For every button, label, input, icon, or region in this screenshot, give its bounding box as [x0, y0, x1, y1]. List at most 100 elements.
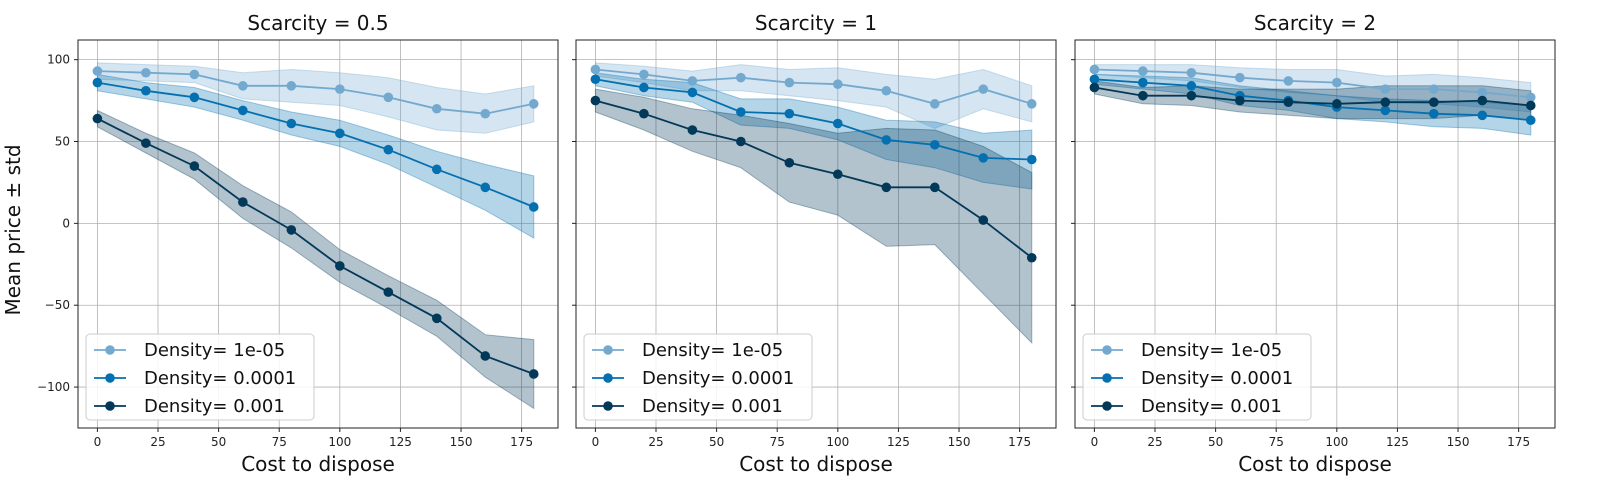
legend-marker: [105, 401, 115, 411]
axes-frame: [1074, 39, 1556, 429]
data-point: [1380, 97, 1391, 108]
legend-label: Density= 0.0001: [1141, 368, 1293, 389]
legend-label: Density= 0.001: [144, 396, 285, 417]
data-point: [736, 72, 746, 83]
x-tick-label: 175: [1507, 435, 1530, 449]
data-point: [92, 77, 103, 88]
data-point: [1428, 84, 1439, 94]
data-point: [1477, 95, 1488, 106]
legend-label: Density= 0.001: [1141, 396, 1282, 417]
data-point: [1026, 252, 1037, 263]
data-point: [639, 82, 649, 93]
x-tick-label: 175: [1008, 435, 1031, 449]
x-tick-label: 25: [1147, 435, 1162, 449]
x-tick-label: 125: [1386, 435, 1409, 449]
y-tick-label: 50: [55, 135, 70, 149]
data-point: [1380, 105, 1391, 116]
data-point: [238, 81, 248, 91]
legend-box: [583, 333, 813, 421]
y-axis-label: Mean price ± std: [1, 144, 25, 315]
std-band-2: [594, 72, 1033, 190]
data-point: [784, 157, 795, 168]
x-tick-label: 75: [770, 435, 785, 449]
x-tick-label: 75: [1269, 435, 1284, 449]
data-point: [1428, 108, 1439, 119]
legend-marker: [1102, 345, 1112, 355]
data-point: [929, 139, 940, 150]
data-point: [1138, 77, 1148, 88]
data-point: [687, 87, 698, 98]
panel-title: Scarcity = 0.5: [247, 11, 388, 35]
data-point: [784, 108, 795, 119]
series-line-1: [97, 70, 534, 115]
data-point: [141, 138, 151, 148]
panel-title: Scarcity = 1: [755, 11, 877, 35]
x-tick-label: 50: [709, 435, 724, 449]
x-axis-label: Cost to dispose: [1238, 452, 1392, 476]
data-point: [1089, 74, 1100, 85]
y-tick-label: −50: [45, 298, 70, 312]
data-point: [1186, 90, 1197, 101]
data-point: [431, 164, 442, 175]
data-point: [1138, 90, 1148, 101]
data-point: [784, 77, 795, 88]
std-band-3: [96, 109, 535, 410]
x-tick-label: 25: [150, 435, 165, 449]
data-point: [528, 99, 539, 109]
x-tick-label: 125: [389, 435, 412, 449]
legend-box: [85, 333, 315, 421]
x-tick-label: 125: [887, 435, 910, 449]
data-point: [1283, 97, 1294, 108]
series-line-3: [595, 99, 1033, 259]
x-tick-label: 50: [1208, 435, 1223, 449]
series-line-3: [96, 117, 535, 375]
data-point: [1089, 64, 1100, 75]
data-point: [1477, 87, 1488, 98]
data-point: [1186, 81, 1197, 91]
legend-marker: [105, 345, 115, 355]
data-point: [736, 107, 746, 117]
data-point: [590, 64, 601, 75]
data-point: [833, 79, 843, 90]
axes-frame: [575, 39, 1057, 429]
data-point: [238, 197, 248, 207]
x-tick-label: 75: [272, 435, 287, 449]
data-point: [92, 113, 103, 124]
data-point: [1235, 72, 1245, 83]
series-line-2: [97, 81, 535, 208]
data-point: [881, 85, 892, 96]
panel-1: 0 25 50 75 100 125 150 175 −100 −50 0 50 100 Scarcity…: [37, 11, 559, 476]
data-point: [1525, 100, 1536, 111]
series-line-3: [1094, 86, 1531, 107]
data-point: [736, 136, 746, 147]
legend-label: Density= 1e-05: [1141, 340, 1282, 361]
x-tick-label: 150: [948, 435, 971, 449]
data-point: [92, 66, 103, 76]
data-point: [881, 182, 892, 193]
x-tick-label: 150: [1447, 435, 1470, 449]
data-point: [335, 128, 345, 139]
panel-2: 0 25 50 75 100 125 150 175 Scarcity = 1 Cost to d…: [572, 11, 1057, 476]
x-axis-label: Cost to dispose: [241, 452, 395, 476]
data-point: [335, 261, 345, 271]
legend-label: Density= 0.0001: [144, 368, 296, 389]
data-point: [1477, 110, 1488, 121]
data-point: [1283, 76, 1294, 86]
x-tick-label: 100: [1325, 435, 1348, 449]
data-point: [528, 369, 539, 379]
data-point: [590, 74, 601, 85]
data-point: [189, 69, 200, 80]
data-point: [1186, 67, 1197, 78]
data-point: [141, 85, 151, 96]
data-point: [286, 81, 297, 91]
legend-marker: [1102, 401, 1112, 411]
legend-box: [1082, 333, 1312, 421]
data-point: [189, 161, 200, 171]
legend-label: Density= 1e-05: [642, 340, 783, 361]
legend-marker: [603, 373, 613, 383]
data-point: [978, 84, 989, 94]
legend-label: Density= 1e-05: [144, 340, 285, 361]
x-tick-label: 0: [94, 435, 102, 449]
data-point: [1026, 154, 1037, 165]
